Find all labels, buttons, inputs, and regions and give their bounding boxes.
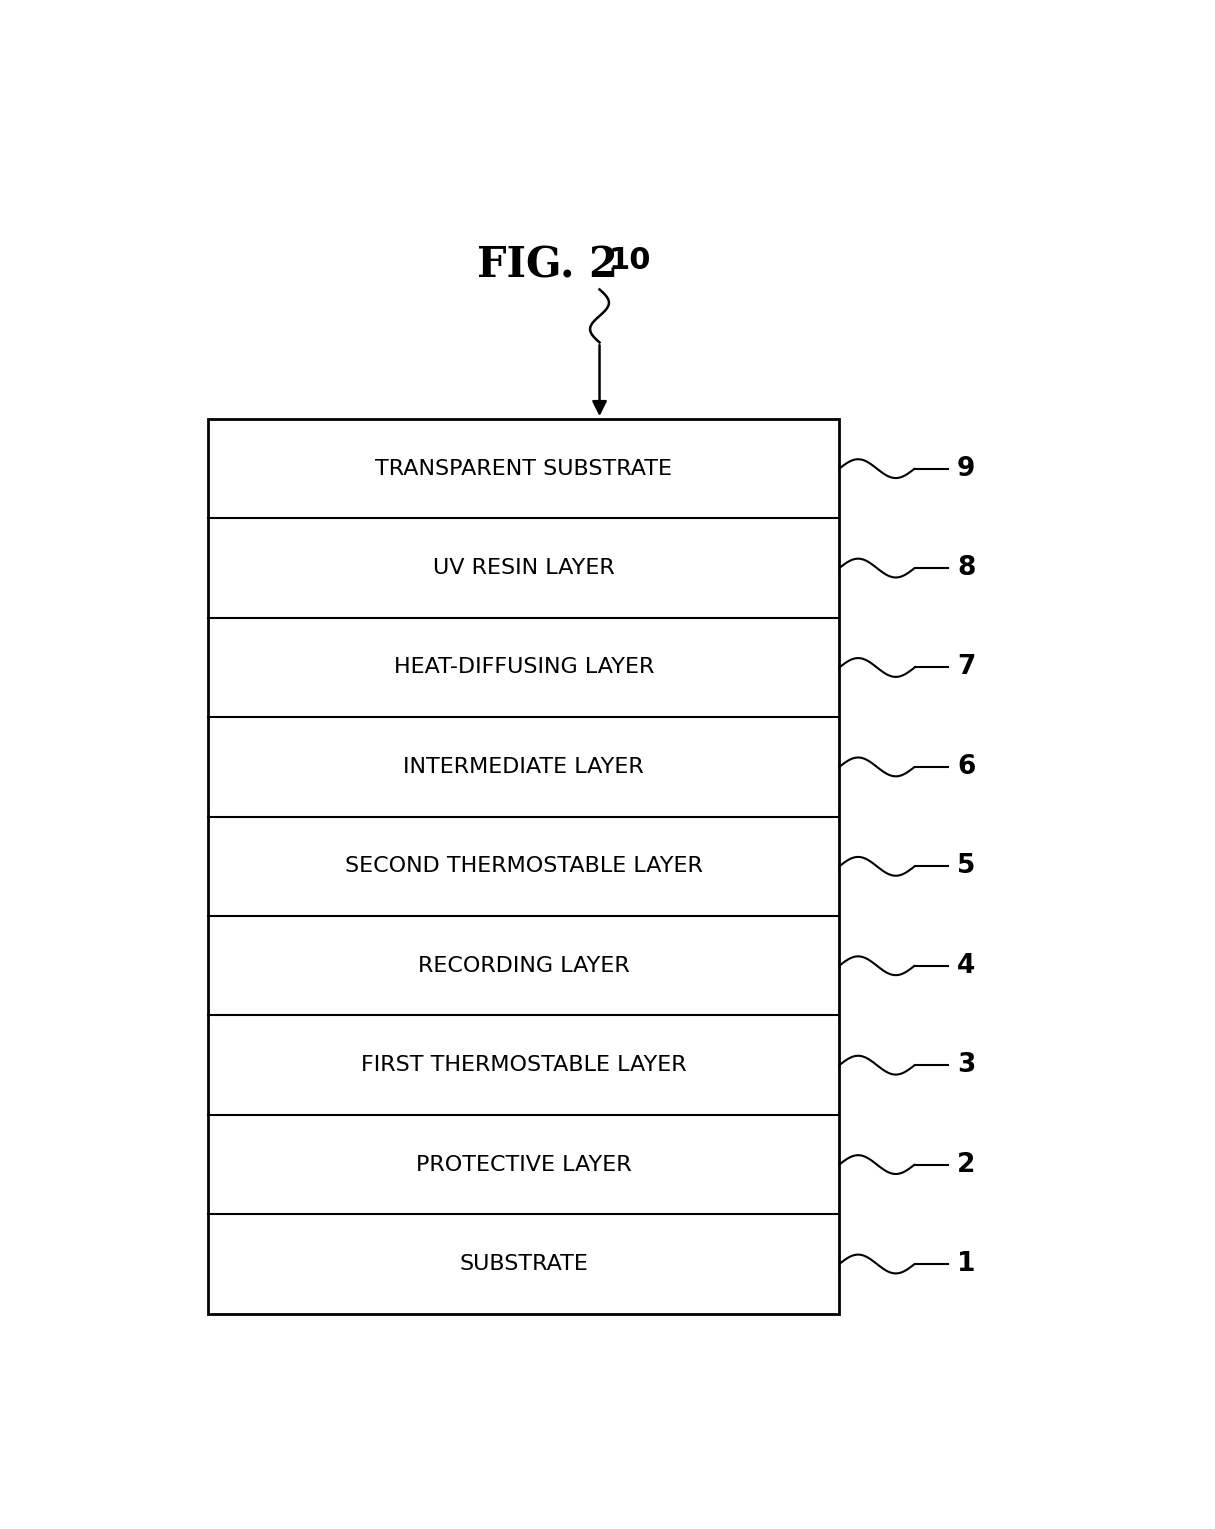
Text: 1: 1 <box>957 1251 976 1277</box>
Text: 2: 2 <box>957 1151 976 1177</box>
Text: PROTECTIVE LAYER: PROTECTIVE LAYER <box>416 1154 632 1174</box>
Text: 4: 4 <box>957 953 976 979</box>
Text: 9: 9 <box>957 456 976 482</box>
Bar <box>209 419 840 1313</box>
Text: 3: 3 <box>957 1052 976 1078</box>
Text: SUBSTRATE: SUBSTRATE <box>459 1254 588 1274</box>
Text: FIG. 2: FIG. 2 <box>476 245 618 287</box>
Text: 8: 8 <box>957 555 976 581</box>
Text: INTERMEDIATE LAYER: INTERMEDIATE LAYER <box>403 757 644 777</box>
Text: 6: 6 <box>957 754 976 780</box>
Text: 5: 5 <box>957 853 976 879</box>
Text: HEAT-DIFFUSING LAYER: HEAT-DIFFUSING LAYER <box>394 657 654 677</box>
Text: 7: 7 <box>957 654 976 680</box>
Text: FIRST THERMOSTABLE LAYER: FIRST THERMOSTABLE LAYER <box>361 1055 686 1075</box>
Text: SECOND THERMOSTABLE LAYER: SECOND THERMOSTABLE LAYER <box>345 856 702 876</box>
Text: UV RESIN LAYER: UV RESIN LAYER <box>433 558 615 578</box>
Text: RECORDING LAYER: RECORDING LAYER <box>418 956 629 976</box>
Text: TRANSPARENT SUBSTRATE: TRANSPARENT SUBSTRATE <box>375 459 672 479</box>
Text: 10: 10 <box>609 246 651 275</box>
